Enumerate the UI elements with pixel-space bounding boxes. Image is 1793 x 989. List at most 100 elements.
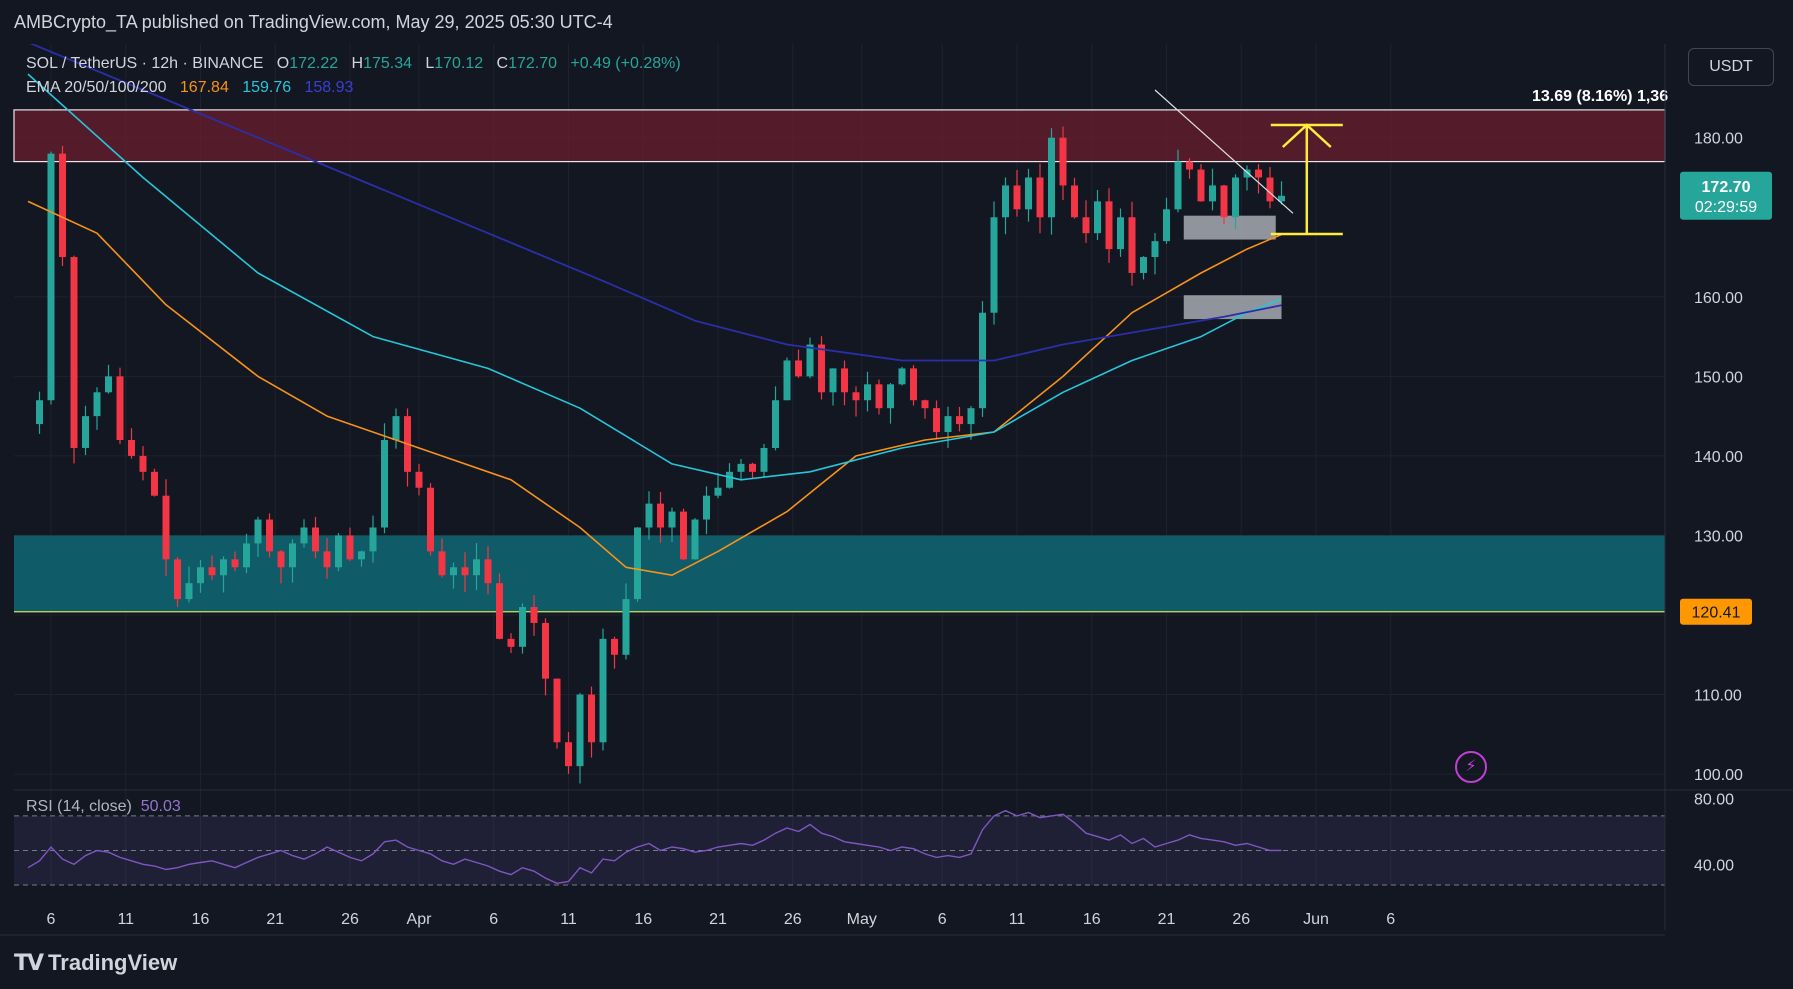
- candle-body: [105, 376, 112, 393]
- candle-body: [668, 511, 676, 528]
- low-label: L: [425, 55, 435, 72]
- date-tick-label: 6: [938, 911, 947, 928]
- date-tick-label: 26: [1232, 911, 1250, 928]
- candle-body: [1186, 161, 1193, 170]
- price-tick-label: 160.00: [1694, 290, 1743, 307]
- candle-body: [634, 527, 641, 600]
- candle-body: [622, 599, 630, 655]
- change-value: +0.49 (+0.28%): [570, 55, 681, 72]
- candle-body: [910, 368, 917, 401]
- candle-body: [1048, 137, 1055, 218]
- support-price-badge: [1680, 598, 1752, 625]
- candle-body: [657, 503, 664, 528]
- rsi-label: RSI (14, close): [26, 798, 132, 815]
- candle-body: [1128, 217, 1136, 273]
- rsi-value: 50.03: [140, 798, 181, 815]
- candle-body: [277, 551, 285, 568]
- candle-body: [645, 503, 653, 528]
- chart-grid: [14, 44, 1665, 885]
- candle-body: [82, 416, 89, 448]
- date-tick-label: May: [847, 911, 877, 928]
- candle-body: [956, 416, 963, 425]
- candle-body: [369, 527, 377, 552]
- candle-body: [772, 400, 779, 448]
- candle-body: [806, 344, 814, 377]
- candle-body: [588, 694, 595, 743]
- candle-body: [829, 368, 837, 393]
- candle-body: [1071, 185, 1078, 218]
- candle-body: [898, 368, 906, 385]
- tradingview-logo[interactable]: TV TradingView: [14, 950, 177, 976]
- rsi-legend[interactable]: RSI (14, close) 50.03: [26, 798, 181, 816]
- candle-body: [737, 463, 745, 472]
- candle-body: [358, 551, 365, 560]
- chart-axes: 180.00160.00150.00140.00130.00120.00110.…: [0, 44, 1772, 936]
- date-tick-label: 11: [117, 911, 134, 928]
- candle-body: [59, 153, 66, 258]
- ema-lines: [27, 41, 1282, 576]
- close-value: 172.70: [508, 55, 558, 72]
- currency-button[interactable]: USDT: [1688, 48, 1774, 86]
- candle-body: [576, 694, 584, 767]
- low-value: 170.12: [434, 55, 484, 72]
- candle-body: [496, 583, 503, 639]
- candle-body: [691, 519, 699, 560]
- candle-body: [208, 567, 216, 576]
- candle-body: [1220, 185, 1228, 218]
- date-tick-label: Jun: [1303, 911, 1329, 928]
- candle-body: [473, 559, 480, 576]
- ema50-value: 159.76: [242, 79, 292, 96]
- candle-body: [599, 638, 607, 743]
- ohlc-row: SOL / TetherUS · 12h · BINANCE O172.22 H…: [26, 52, 681, 76]
- candle-body: [1278, 195, 1285, 202]
- candle-body: [450, 567, 457, 576]
- chart-zones: [13, 109, 1666, 613]
- date-tick-label: 6: [1386, 911, 1395, 928]
- candle-body: [565, 742, 572, 767]
- price-tick-label: 150.00: [1694, 369, 1743, 386]
- date-tick-label: 26: [784, 911, 802, 928]
- rsi-tick-40: 40.00: [1694, 857, 1734, 874]
- candle-body: [887, 384, 894, 409]
- candle-body: [783, 360, 791, 401]
- symbol-label[interactable]: SOL / TetherUS · 12h · BINANCE: [26, 55, 264, 72]
- date-tick-label: 16: [634, 911, 652, 928]
- date-tick-label: 6: [47, 911, 56, 928]
- candle-body: [1036, 177, 1044, 218]
- candle-body: [335, 535, 342, 568]
- candle-body: [427, 487, 434, 552]
- candle-body: [220, 559, 227, 576]
- price-tick-label: 180.00: [1694, 131, 1743, 148]
- brand-name: TradingView: [48, 950, 178, 975]
- candle-body: [553, 678, 561, 743]
- candle-body: [933, 408, 940, 433]
- candle-body: [1094, 201, 1101, 234]
- candle-body: [116, 376, 124, 440]
- candle-body: [990, 217, 998, 313]
- candle-body: [381, 440, 388, 528]
- candle-body: [254, 519, 262, 544]
- lightning-icon[interactable]: ⚡: [1455, 751, 1487, 783]
- candle-body: [1082, 217, 1090, 234]
- ema-row[interactable]: EMA 20/50/100/200 167.84 159.76 158.93: [26, 76, 681, 100]
- candlesticks: [36, 126, 1285, 784]
- candle-body: [1105, 201, 1113, 250]
- candle-body: [197, 567, 204, 584]
- candle-body: [795, 360, 802, 377]
- chart-annotations: 13.69 (8.16%) 1,36: [1154, 88, 1668, 236]
- candle-body: [1013, 185, 1021, 210]
- ema20-line: [27, 200, 1282, 576]
- candle-body: [760, 447, 768, 472]
- chart-legend: SOL / TetherUS · 12h · BINANCE O172.22 H…: [26, 52, 681, 100]
- candle-body: [680, 511, 687, 560]
- rsi-panel: [14, 789, 1793, 886]
- candle-body: [139, 455, 147, 472]
- candle-body: [611, 638, 618, 655]
- candle-body: [1197, 169, 1205, 202]
- candle-body: [484, 559, 492, 584]
- candle-body: [1255, 169, 1262, 178]
- candle-body: [818, 344, 825, 393]
- candle-body: [749, 463, 756, 472]
- candle-body: [36, 400, 43, 425]
